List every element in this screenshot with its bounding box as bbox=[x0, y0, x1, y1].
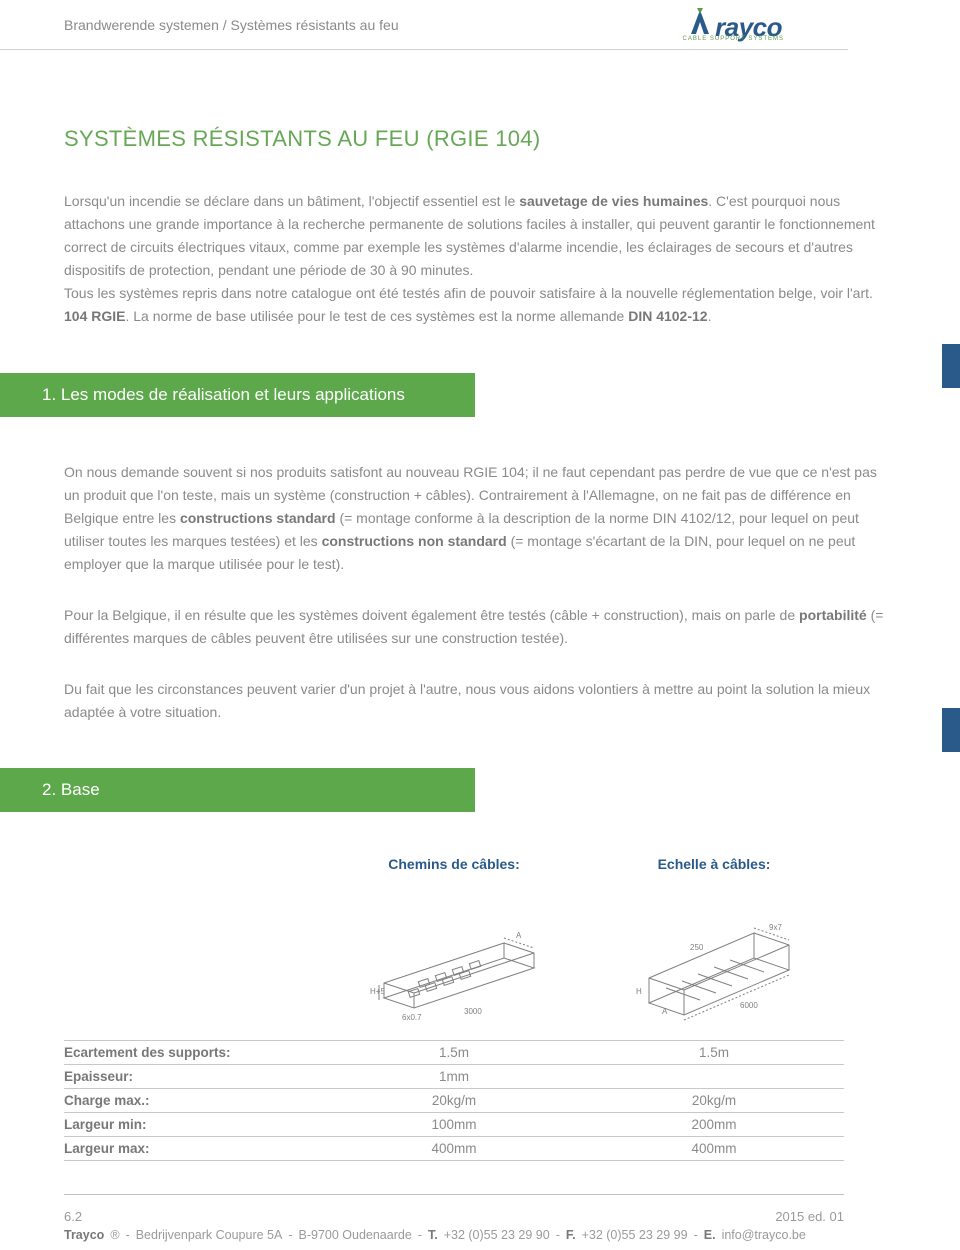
sep: - bbox=[694, 1228, 698, 1242]
tel-label: T. bbox=[428, 1228, 438, 1242]
product-drawings: A H+5 6x0.7 3000 bbox=[64, 880, 896, 1040]
address-1: Bedrijvenpark Coupure 5A bbox=[136, 1228, 283, 1242]
tel-value: +32 (0)55 23 29 90 bbox=[444, 1228, 550, 1242]
svg-text:6000: 6000 bbox=[740, 1001, 758, 1010]
page-number: 6.2 bbox=[64, 1209, 82, 1224]
breadcrumb: Brandwerende systemen / Systèmes résista… bbox=[64, 17, 399, 33]
intro-para-1: Lorsqu'un incendie se déclare dans un bâ… bbox=[64, 190, 896, 282]
text: . La norme de base utilisée pour le test… bbox=[125, 308, 628, 324]
text: . bbox=[708, 308, 712, 324]
row-val-2: 20kg/m bbox=[584, 1089, 844, 1113]
side-tab-1 bbox=[942, 344, 960, 388]
svg-text:H: H bbox=[636, 987, 642, 996]
cable-tray-drawing: A H+5 6x0.7 3000 bbox=[364, 888, 544, 1033]
brand-logo: rayco CABLE SUPPORT SYSTEMS bbox=[687, 6, 784, 43]
svg-text:3000: 3000 bbox=[464, 1007, 482, 1016]
reg-mark: ® bbox=[110, 1228, 119, 1242]
page-header: Brandwerende systemen / Systèmes résista… bbox=[0, 0, 848, 50]
section-2-heading-text: 2. Base bbox=[42, 780, 100, 800]
footer-contact: Trayco ® - Bedrijvenpark Coupure 5A - B-9… bbox=[64, 1228, 844, 1242]
table-row: Epaisseur: 1mm bbox=[64, 1065, 844, 1089]
s1-para-2: Pour la Belgique, il en résulte que les … bbox=[64, 604, 896, 650]
s1-para-1: On nous demande souvent si nos produits … bbox=[64, 461, 896, 576]
row-val-1: 1.5m bbox=[324, 1041, 584, 1065]
text-strong: constructions non standard bbox=[322, 533, 507, 549]
fax-value: +32 (0)55 23 29 99 bbox=[582, 1228, 688, 1242]
text-strong: sauvetage de vies humaines bbox=[519, 193, 708, 209]
s1-para-3: Du fait que les circonstances peuvent va… bbox=[64, 678, 896, 724]
sep: - bbox=[288, 1228, 292, 1242]
edition: 2015 ed. 01 bbox=[775, 1209, 844, 1224]
section-1-heading: 1. Les modes de réalisation et leurs app… bbox=[0, 373, 475, 417]
sep: - bbox=[418, 1228, 422, 1242]
text: Pour la Belgique, il en résulte que les … bbox=[64, 607, 799, 623]
address-2: B-9700 Oudenaarde bbox=[299, 1228, 412, 1242]
section-1-heading-text: 1. Les modes de réalisation et leurs app… bbox=[42, 385, 405, 405]
text: Tous les systèmes repris dans notre cata… bbox=[64, 285, 873, 301]
page-footer: 6.2 2015 ed. 01 Trayco ® - Bedrijvenpark … bbox=[64, 1198, 844, 1242]
row-val-2: 400mm bbox=[584, 1137, 844, 1161]
col-head-1: Chemins de câbles: bbox=[324, 856, 584, 872]
email-value: info@trayco.be bbox=[722, 1228, 806, 1242]
row-val-2 bbox=[584, 1065, 844, 1089]
logo-subtitle: CABLE SUPPORT SYSTEMS bbox=[683, 36, 784, 42]
svg-text:A: A bbox=[662, 1007, 668, 1016]
text-strong: portabilité bbox=[799, 607, 867, 623]
row-label: Largeur max: bbox=[64, 1137, 324, 1161]
side-tab-2 bbox=[942, 708, 960, 752]
svg-text:H+5: H+5 bbox=[370, 987, 385, 996]
email-label: E. bbox=[704, 1228, 716, 1242]
table-row: Ecartement des supports: 1.5m 1.5m bbox=[64, 1041, 844, 1065]
section-2-heading: 2. Base bbox=[0, 768, 475, 812]
text-strong: DIN 4102-12 bbox=[628, 308, 707, 324]
text-strong: 104 RGIE bbox=[64, 308, 125, 324]
footer-meta: 6.2 2015 ed. 01 bbox=[64, 1209, 844, 1224]
table-row: Largeur min: 100mm 200mm bbox=[64, 1113, 844, 1137]
section-1-body: On nous demande souvent si nos produits … bbox=[64, 461, 896, 725]
intro-para-2: Tous les systèmes repris dans notre cata… bbox=[64, 282, 896, 328]
table-column-headers: Chemins de câbles: Echelle à câbles: bbox=[64, 856, 896, 872]
col-head-2: Echelle à câbles: bbox=[584, 856, 844, 872]
text: Lorsqu'un incendie se déclare dans un bâ… bbox=[64, 193, 519, 209]
row-val-2: 200mm bbox=[584, 1113, 844, 1137]
svg-text:6x0.7: 6x0.7 bbox=[402, 1013, 422, 1022]
table-row: Largeur max: 400mm 400mm bbox=[64, 1137, 844, 1161]
text-strong: constructions standard bbox=[180, 510, 336, 526]
row-val-2: 1.5m bbox=[584, 1041, 844, 1065]
row-val-1: 100mm bbox=[324, 1113, 584, 1137]
page-title: SYSTÈMES RÉSISTANTS AU FEU (RGIE 104) bbox=[64, 126, 896, 152]
row-val-1: 400mm bbox=[324, 1137, 584, 1161]
main-content: SYSTÈMES RÉSISTANTS AU FEU (RGIE 104) Lo… bbox=[0, 126, 960, 1161]
brand-name: Trayco bbox=[64, 1228, 104, 1242]
fax-label: F. bbox=[566, 1228, 576, 1242]
sep: - bbox=[126, 1228, 130, 1242]
row-label: Ecartement des supports: bbox=[64, 1041, 324, 1065]
svg-text:A: A bbox=[516, 931, 522, 940]
row-label: Charge max.: bbox=[64, 1089, 324, 1113]
row-val-1: 1mm bbox=[324, 1065, 584, 1089]
svg-text:9x7: 9x7 bbox=[769, 923, 782, 932]
comparison-table: Chemins de câbles: Echelle à câbles: bbox=[64, 856, 896, 1161]
row-label: Largeur min: bbox=[64, 1113, 324, 1137]
logo-mark-icon bbox=[687, 6, 713, 36]
svg-text:250: 250 bbox=[690, 943, 704, 952]
cable-ladder-drawing: 9x7 250 A 6000 H bbox=[624, 888, 804, 1033]
table-row: Charge max.: 20kg/m 20kg/m bbox=[64, 1089, 844, 1113]
spec-table: Ecartement des supports: 1.5m 1.5m Epais… bbox=[64, 1040, 844, 1161]
row-label: Epaisseur: bbox=[64, 1065, 324, 1089]
row-val-1: 20kg/m bbox=[324, 1089, 584, 1113]
sep: - bbox=[556, 1228, 560, 1242]
